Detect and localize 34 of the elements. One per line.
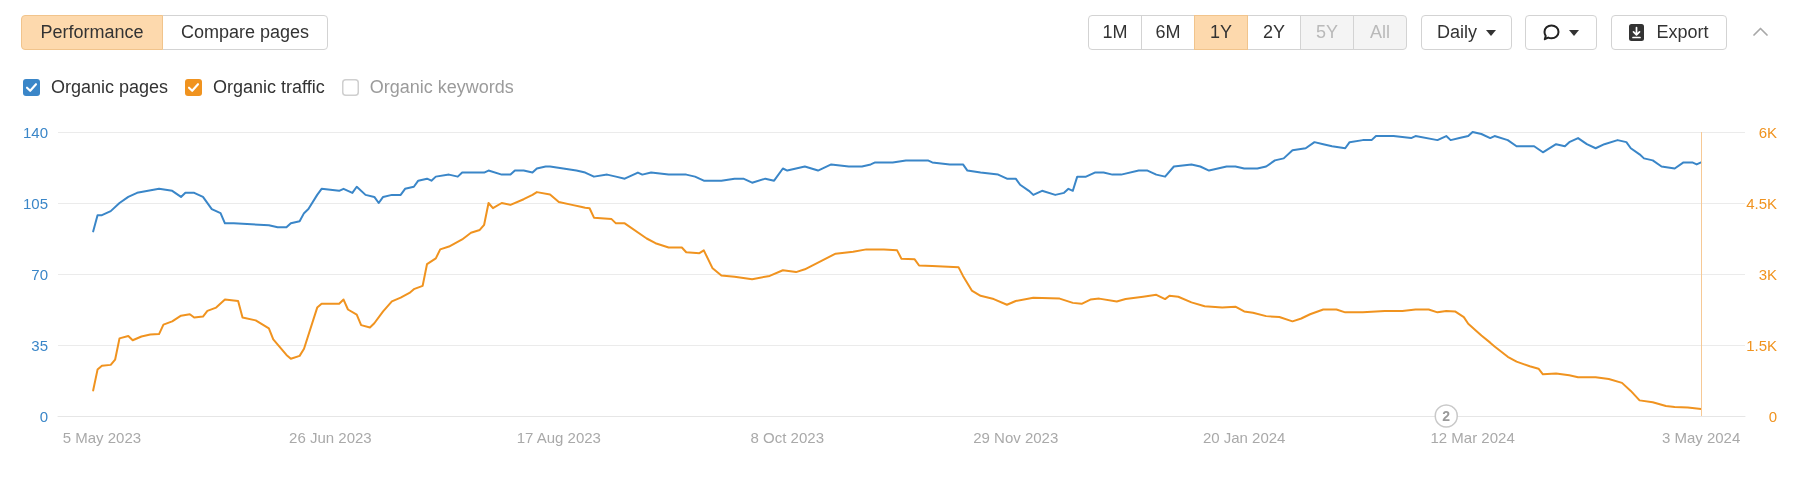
x-tick-label: 5 May 2023 <box>62 429 142 446</box>
toggle-button: 6M <box>1141 15 1195 50</box>
x-tick-label: 17 Aug 2023 <box>516 429 601 446</box>
annotation: 2 <box>1442 408 1451 424</box>
line-series <box>92 191 1703 410</box>
button: Export <box>1611 15 1727 50</box>
x-tick-label: 26 Jun 2023 <box>289 429 372 446</box>
y-tick-label: 70 <box>31 265 48 283</box>
y-tick-label: 105 <box>22 194 48 212</box>
legend-label: Organic pages <box>51 77 169 97</box>
y-tick-label: 35 <box>31 336 48 354</box>
toggle-button: 5Y <box>1300 15 1354 50</box>
legend-label: Organic traffic <box>213 77 325 97</box>
y-tick-label: 0 <box>39 407 48 425</box>
tab-button: Performance <box>21 15 163 50</box>
y2-tick-label: 4.5K <box>1746 194 1777 212</box>
y-tick-label: 140 <box>22 123 48 141</box>
x-tick-label: 3 May 2024 <box>1661 429 1741 446</box>
toggle-button: 1Y <box>1194 15 1248 50</box>
y2-tick-label: 0 <box>1768 407 1777 425</box>
x-tick-label: 12 Mar 2024 <box>1430 429 1515 446</box>
toggle-button: 1M <box>1088 15 1142 50</box>
dropdown-button: Daily <box>1421 15 1512 50</box>
x-tick-label: 29 Nov 2023 <box>973 429 1059 446</box>
line-series <box>92 131 1703 233</box>
y2-tick-label: 1.5K <box>1746 336 1777 354</box>
toggle-button: All <box>1353 15 1407 50</box>
tab-button: Compare pages <box>162 15 328 50</box>
y2-tick-label: 3K <box>1758 265 1777 283</box>
x-tick-label: 8 Oct 2023 <box>750 429 824 446</box>
text: Organic keywords <box>369 77 514 97</box>
y2-tick-label: 6K <box>1758 123 1777 141</box>
x-tick-label: 20 Jan 2024 <box>1202 429 1286 446</box>
toggle-button: 2Y <box>1247 15 1301 50</box>
